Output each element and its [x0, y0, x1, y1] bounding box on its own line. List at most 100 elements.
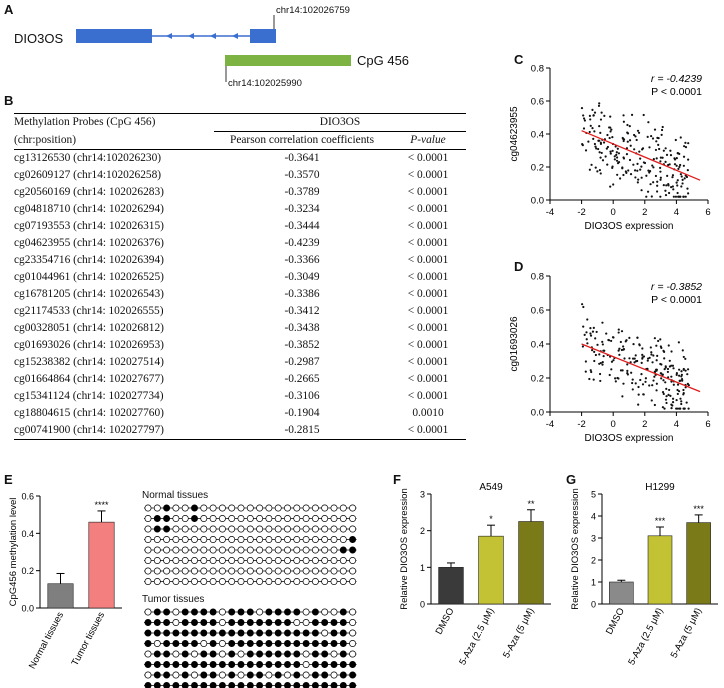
methylated-cpg	[302, 629, 310, 637]
header-dio3os: DIO3OS	[214, 114, 466, 132]
data-point	[602, 349, 605, 352]
methylated-cpg	[181, 608, 189, 616]
data-point	[634, 382, 637, 385]
data-point	[657, 143, 660, 146]
table-cell-probe: cg00328051 (chr14: 102026812)	[14, 322, 164, 334]
data-point	[663, 407, 666, 410]
unmethylated-cpg	[284, 525, 291, 533]
table-cell-probe: cg04818710 (chr14: 102026294)	[14, 203, 164, 215]
unmethylated-cpg	[218, 567, 226, 575]
data-point	[598, 353, 601, 356]
data-point	[661, 406, 665, 409]
data-point	[646, 190, 650, 193]
y-tick-label: 0.8	[531, 64, 544, 75]
unmethylated-cpg	[181, 504, 189, 512]
methylated-cpg	[209, 682, 217, 688]
unmethylated-cpg	[256, 515, 264, 522]
data-point	[679, 163, 682, 167]
unmethylated-cpg	[218, 515, 226, 522]
y-tick-label: 0.4	[21, 529, 34, 539]
unmethylated-cpg	[265, 671, 273, 679]
unmethylated-cpg	[293, 504, 301, 512]
data-point	[639, 168, 642, 171]
data-point	[655, 344, 658, 347]
data-point	[648, 170, 652, 173]
data-point	[663, 368, 666, 371]
unmethylated-cpg	[218, 536, 226, 543]
data-point	[589, 369, 592, 372]
unmethylated-cpg	[302, 536, 310, 543]
y-tick-label: 0	[420, 600, 425, 610]
methylated-cpg	[191, 640, 198, 647]
methylated-cpg	[209, 629, 217, 637]
methylated-cpg	[237, 661, 245, 668]
unmethylated-cpg	[302, 608, 310, 616]
x-tick-label: 0	[611, 419, 616, 430]
data-point	[661, 156, 664, 159]
regression-line	[581, 130, 701, 181]
data-point	[598, 168, 601, 172]
methylated-cpg	[163, 525, 171, 533]
unmethylated-cpg	[246, 557, 254, 564]
data-point	[621, 395, 624, 398]
unmethylated-cpg	[144, 557, 152, 564]
methylated-cpg	[209, 608, 217, 616]
bar	[47, 583, 74, 609]
unmethylated-cpg	[349, 629, 357, 637]
methylated-cpg	[274, 661, 282, 668]
data-point	[583, 333, 586, 336]
x-tick-label: -4	[546, 207, 554, 218]
unmethylated-cpg	[209, 515, 217, 522]
x-tick-label: -2	[577, 419, 585, 430]
data-point	[605, 147, 608, 150]
data-point	[670, 375, 673, 378]
correlation-r: r = -0.4239	[651, 73, 702, 85]
unmethylated-cpg	[200, 536, 208, 543]
data-point	[630, 371, 633, 374]
methylated-cpg	[284, 619, 291, 626]
unmethylated-cpg	[246, 567, 254, 575]
data-point	[592, 137, 595, 140]
methylated-cpg	[163, 671, 171, 679]
table-cell-r: -0.3366	[284, 254, 320, 266]
unmethylated-cpg	[172, 504, 180, 512]
unmethylated-cpg	[218, 525, 226, 533]
unmethylated-cpg	[302, 661, 310, 668]
unmethylated-cpg	[339, 504, 347, 512]
data-point	[680, 400, 683, 403]
methylated-cpg	[153, 515, 161, 522]
data-point	[686, 368, 690, 371]
methylated-cpg	[246, 640, 254, 647]
data-point	[639, 378, 642, 382]
data-point	[666, 370, 669, 374]
methylated-cpg	[256, 671, 264, 679]
unmethylated-cpg	[228, 557, 236, 564]
data-point	[598, 139, 601, 142]
unmethylated-cpg	[274, 567, 282, 575]
panel-label-b: B	[4, 93, 14, 108]
data-point	[597, 104, 601, 107]
data-point	[648, 146, 651, 149]
bar-chart-e: 0.0 0.2 0.4 0.6 Normal tissues **** Tumor tiss…	[8, 492, 122, 671]
unmethylated-cpg	[256, 578, 264, 585]
data-point	[593, 111, 597, 114]
methylated-cpg	[200, 661, 208, 668]
data-point	[684, 141, 687, 144]
data-point	[600, 111, 603, 114]
data-point	[613, 155, 616, 158]
unmethylated-cpg	[144, 650, 152, 658]
methylated-cpg	[293, 682, 301, 688]
category-label: DMSO	[604, 606, 627, 636]
y-tick-label: 3	[420, 490, 425, 500]
unmethylated-cpg	[265, 504, 273, 512]
y-tick-label: 1	[420, 563, 425, 573]
data-point	[681, 349, 684, 352]
data-point	[584, 360, 587, 363]
data-point	[625, 339, 628, 342]
table-cell-r: -0.3438	[284, 322, 320, 334]
data-point	[644, 380, 647, 383]
methylated-cpg	[284, 661, 291, 668]
data-point	[666, 367, 670, 371]
methylated-cpg	[349, 671, 357, 679]
unmethylated-cpg	[330, 546, 338, 554]
